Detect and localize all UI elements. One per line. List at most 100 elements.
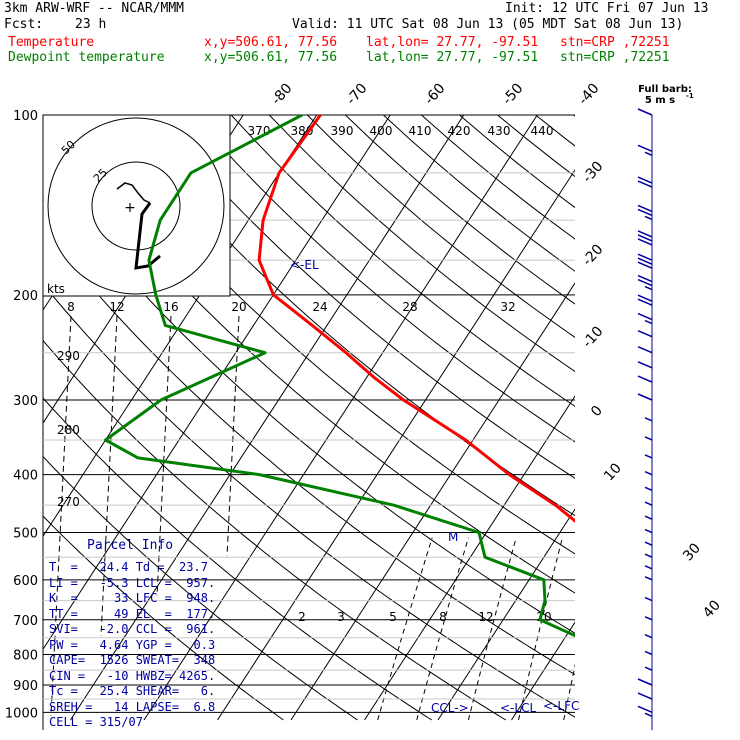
pressure-tick-label: 100 bbox=[13, 109, 38, 124]
dry-adiabat-line bbox=[43, 397, 432, 721]
wind-barb bbox=[637, 278, 653, 287]
hodograph-units: kts bbox=[47, 282, 65, 296]
wind-barb bbox=[637, 678, 653, 686]
mixing-ratio-line bbox=[377, 537, 433, 721]
wind-barb bbox=[644, 436, 653, 441]
isotherm-label: -20 bbox=[579, 241, 606, 269]
wind-barb bbox=[644, 528, 653, 534]
forecast-label: Fcst: bbox=[4, 17, 44, 32]
temperature-latlon: lat,lon= 27.77, -97.51 bbox=[366, 35, 539, 50]
wind-barb bbox=[637, 208, 653, 217]
wind-barb bbox=[644, 470, 653, 476]
init-time: Init: 12 UTC Fri 07 Jun 13 bbox=[505, 1, 709, 16]
barb-legend-title: Full barb: bbox=[638, 84, 692, 95]
model-title: 3km ARW-WRF -- NCAR/MMM bbox=[4, 1, 185, 16]
parcel-info-box: Parcel Info T = 24.4 Td = 23.7 LI = -5.3 … bbox=[45, 538, 235, 729]
parcel-info-row: SVI= -2.0 CCL = 961. bbox=[49, 622, 216, 636]
isotherm-label: -60 bbox=[421, 80, 448, 108]
wind-barb bbox=[637, 692, 653, 700]
dewpoint-legend: Dewpoint temperature bbox=[8, 50, 165, 65]
isotherm-line bbox=[43, 115, 318, 538]
isotherm-label: 40 bbox=[700, 597, 724, 621]
wind-barbs bbox=[637, 108, 653, 730]
hodograph-ring bbox=[47, 117, 225, 295]
wind-barb bbox=[644, 565, 653, 570]
theta-label: 420 bbox=[448, 124, 471, 138]
parcel-info-title: Parcel Info bbox=[87, 538, 174, 553]
wind-barb bbox=[644, 486, 653, 492]
isotherm-line bbox=[659, 115, 740, 720]
mixing-ratio-label: 5 bbox=[389, 610, 397, 624]
wind-barb bbox=[644, 515, 653, 520]
wind-barb bbox=[644, 417, 653, 422]
wind-barb bbox=[644, 454, 653, 459]
wind-barb bbox=[637, 261, 653, 269]
hodograph-speed-label: 24 bbox=[312, 300, 327, 314]
wind-barb bbox=[644, 319, 653, 325]
dry-adiabat-line bbox=[306, 115, 575, 338]
isotherm-label: -50 bbox=[499, 80, 526, 108]
parcel-info-row: CAPE= 1526 SWEAT= 348 bbox=[49, 653, 216, 667]
wind-barb bbox=[637, 257, 653, 265]
max-wind-marker: M bbox=[448, 530, 458, 544]
dry-adiabat-line bbox=[43, 339, 507, 721]
wind-barb bbox=[637, 361, 653, 369]
parcel-info-row: K = 33 LFC = 948. bbox=[49, 591, 216, 605]
theta-label: 430 bbox=[488, 124, 511, 138]
theta-label: 410 bbox=[409, 124, 432, 138]
dry-adiabat-line bbox=[268, 115, 575, 373]
hodograph-speed-label: 16 bbox=[163, 300, 178, 314]
wind-barb bbox=[644, 501, 653, 506]
dry-adiabat-line bbox=[535, 115, 575, 147]
dewpoint-profile bbox=[104, 115, 575, 638]
dry-adiabat-line bbox=[192, 115, 575, 443]
dry-adiabat-line bbox=[43, 515, 284, 721]
pressure-tick-label: 600 bbox=[13, 574, 38, 589]
theta-label: 290 bbox=[57, 349, 80, 363]
dewpoint-latlon: lat,lon= 27.77, -97.51 bbox=[366, 50, 539, 65]
dewpoint-station: stn=CRP ,72251 bbox=[560, 50, 670, 65]
wind-barb bbox=[644, 634, 653, 639]
wind-barb bbox=[637, 375, 653, 383]
mixing-ratio-label: 8 bbox=[439, 610, 447, 624]
wind-barb bbox=[637, 204, 653, 213]
parcel-info-row: TT = 49 EL = 177. bbox=[49, 606, 216, 621]
parcel-info-row: CELL = 315/07 bbox=[49, 715, 143, 729]
isotherm-line bbox=[732, 115, 740, 720]
isotherm-line bbox=[70, 115, 465, 721]
hodograph-speed-label: 8 bbox=[67, 300, 75, 314]
forecast-hour: 23 h bbox=[75, 17, 107, 32]
dry-adiabat-line bbox=[154, 115, 575, 479]
theta-label: 270 bbox=[57, 495, 80, 509]
mixing-ratio-lines bbox=[50, 315, 575, 721]
parcel-info-row: T = 24.4 Td = 23.7 bbox=[49, 560, 208, 574]
isotherm-label: -80 bbox=[268, 80, 295, 108]
wind-barb bbox=[637, 393, 653, 401]
hodograph-speed-guide bbox=[226, 315, 240, 557]
wind-barb bbox=[644, 151, 653, 156]
dewpoint-xy: x,y=506.61, 77.56 bbox=[204, 50, 338, 65]
isotherm-line bbox=[290, 282, 575, 721]
wind-barb bbox=[637, 274, 653, 283]
mixing-ratio-line bbox=[416, 537, 469, 721]
hodograph-speed-guide bbox=[50, 315, 72, 717]
wind-barb bbox=[644, 541, 653, 546]
wind-barb bbox=[637, 108, 653, 116]
wind-barb bbox=[637, 312, 653, 321]
hodograph-speed-label: 28 bbox=[402, 300, 417, 314]
temperature-xy: x,y=506.61, 77.56 bbox=[204, 35, 338, 50]
isotherm-line bbox=[511, 621, 575, 721]
dry-adiabat-line bbox=[43, 283, 575, 718]
pressure-tick-label: 400 bbox=[13, 469, 38, 484]
wind-barb bbox=[637, 329, 653, 338]
mixing-ratio-line bbox=[563, 663, 575, 721]
wind-barb bbox=[644, 666, 653, 671]
mixing-ratio-label: 2 bbox=[298, 610, 306, 624]
mixing-ratio-line bbox=[467, 537, 517, 721]
wind-barb bbox=[644, 215, 653, 221]
hodograph-speed-guide bbox=[156, 315, 172, 597]
dry-adiabat-line bbox=[43, 227, 575, 676]
parcel-info-row: PW = 4.64 YGP = 0.3 bbox=[49, 637, 216, 652]
